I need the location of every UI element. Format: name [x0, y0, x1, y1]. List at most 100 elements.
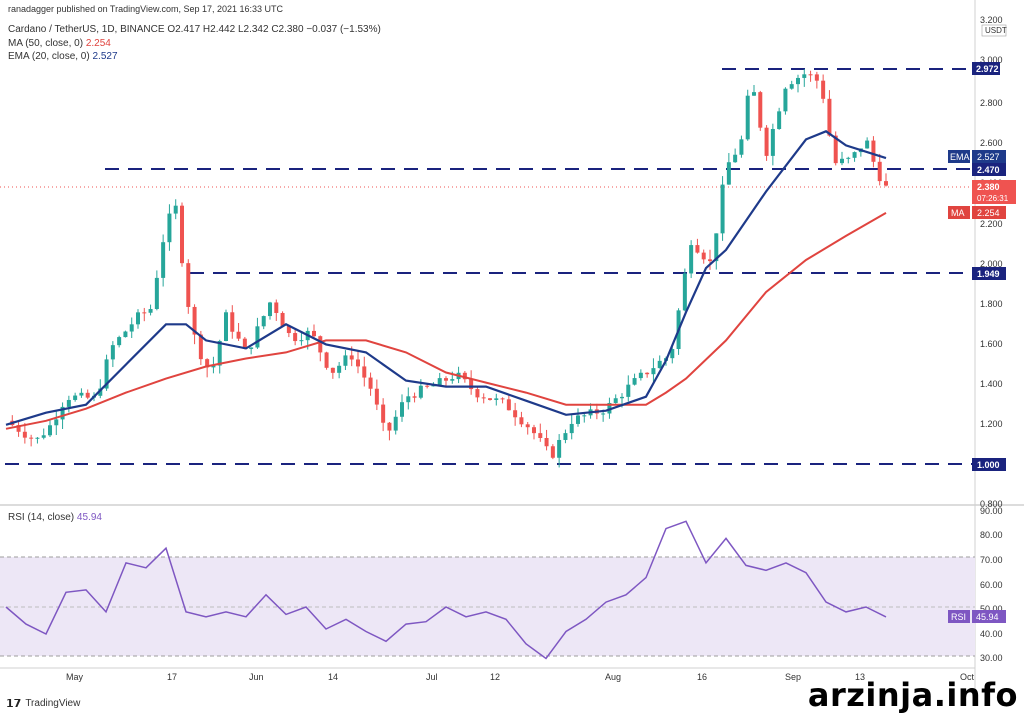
- rsi-axis[interactable]: 90.00 80.00 70.00 60.00 50.00 40.00 30.0…: [980, 506, 1003, 663]
- badge-ema[interactable]: EMA 2.527: [948, 150, 1006, 163]
- badge-level-1000[interactable]: 1.000: [972, 458, 1006, 471]
- candle-body: [456, 372, 461, 380]
- candle-body: [198, 334, 203, 360]
- currency-label: USDT: [985, 26, 1007, 35]
- candle-body: [180, 205, 184, 264]
- candle-body: [249, 347, 254, 349]
- candle-body: [676, 310, 681, 350]
- candle-body: [670, 349, 675, 359]
- rsi-tick-label: 90.00: [980, 506, 1003, 516]
- badge-level-1000-text: 1.000: [977, 460, 1000, 470]
- candle-body: [802, 74, 807, 78]
- candle-body: [98, 388, 103, 396]
- candle-body: [708, 259, 712, 262]
- candle-body: [796, 77, 800, 85]
- candle-body: [41, 435, 46, 438]
- badge-level-1949[interactable]: 1.949: [972, 267, 1006, 280]
- candle-body: [720, 184, 725, 234]
- candle-body: [462, 372, 467, 380]
- candle-body: [217, 340, 222, 366]
- ma-legend-label: MA (50, close, 0): [8, 38, 84, 49]
- candle-body: [110, 345, 115, 360]
- price-tick-label: 1.200: [980, 419, 1003, 429]
- candle-body: [764, 127, 769, 156]
- candle-body: [500, 398, 505, 400]
- time-tick-label: Aug: [605, 672, 621, 682]
- candle-body: [544, 437, 549, 447]
- symbol-line[interactable]: Cardano / TetherUS, 1D, BINANCE O2.417 H…: [8, 24, 381, 35]
- badge-rsi-value: 45.94: [976, 612, 999, 622]
- candle-body: [73, 395, 78, 400]
- candle-body: [48, 425, 52, 436]
- candle-body: [506, 399, 511, 411]
- price-axis[interactable]: 3.200 3.000 2.800 2.600 2.400 2.200 2.00…: [980, 15, 1003, 509]
- candle-body: [242, 338, 247, 349]
- candle-body: [66, 399, 71, 407]
- watermark: arzinja.info: [807, 676, 1018, 714]
- candle-body: [10, 420, 15, 426]
- candle-body: [224, 312, 228, 341]
- candle-body: [745, 95, 750, 140]
- rsi-legend-label: RSI (14, close): [8, 512, 75, 523]
- price-tick-label: 2.200: [980, 219, 1003, 229]
- candle-body: [261, 316, 266, 327]
- rsi-tick-label: 50.00: [980, 604, 1003, 614]
- candle-body: [594, 409, 599, 414]
- candle-body: [117, 337, 122, 346]
- candle-body: [714, 233, 719, 262]
- candle-body: [884, 181, 888, 186]
- candle-body: [205, 359, 210, 368]
- candle-body: [582, 415, 587, 417]
- candlesticks: [10, 69, 888, 468]
- ema-legend[interactable]: EMA (20, close, 0) 2.527: [8, 51, 118, 62]
- badge-countdown-text: 07:26:31: [977, 194, 1009, 203]
- badge-price[interactable]: 2.380 07:26:31: [972, 180, 1016, 204]
- ma-legend[interactable]: MA (50, close, 0) 2.254: [8, 38, 111, 49]
- candle-body: [343, 355, 348, 366]
- candle-body: [645, 372, 650, 375]
- badge-rsi-label: RSI: [951, 612, 966, 622]
- badge-rsi[interactable]: RSI 45.94: [948, 610, 1006, 623]
- badge-level-2972[interactable]: 2.972: [972, 62, 1000, 75]
- candle-body: [381, 404, 386, 423]
- rsi-legend[interactable]: RSI (14, close) 45.94: [8, 512, 102, 523]
- candle-body: [324, 352, 329, 368]
- candle-body: [60, 406, 65, 420]
- candle-body: [54, 419, 59, 426]
- candle-body: [783, 88, 788, 112]
- candle-body: [148, 309, 153, 313]
- price-tick-label: 3.000: [980, 55, 1003, 65]
- price-tick-label: 2.800: [980, 98, 1003, 108]
- badge-level-2470-text: 2.470: [977, 165, 1000, 175]
- candle-body: [437, 378, 442, 386]
- candle-body: [236, 331, 241, 339]
- ma-line: [5, 212, 887, 430]
- candle-body: [601, 413, 606, 415]
- badge-level-2470[interactable]: 2.470: [972, 163, 1006, 176]
- candle-body: [35, 437, 40, 439]
- rsi-tick-label: 70.00: [980, 555, 1003, 565]
- ma-legend-value: 2.254: [85, 38, 111, 49]
- candle-body: [532, 427, 536, 434]
- candle-body: [513, 410, 518, 418]
- published-line: ranadagger published on TradingView.com,…: [8, 4, 284, 14]
- candle-body: [129, 324, 134, 332]
- tradingview-logo[interactable]: 𝟭𝟳 TradingView: [6, 697, 80, 710]
- badge-ma[interactable]: MA 2.254: [948, 206, 1006, 219]
- time-tick-label: 16: [697, 672, 707, 682]
- candle-body: [588, 409, 593, 416]
- badge-level-1949-text: 1.949: [977, 269, 1000, 279]
- candle-body: [412, 396, 417, 398]
- candle-body: [79, 392, 84, 396]
- candle-body: [374, 388, 379, 405]
- candle-body: [268, 302, 272, 317]
- candle-body: [620, 396, 624, 399]
- candle-body: [104, 359, 109, 389]
- candle-body: [393, 416, 398, 431]
- badge-ema-value: 2.527: [977, 152, 1000, 162]
- symbol-pair[interactable]: Cardano / TetherUS, 1D, BINANCE: [8, 24, 165, 35]
- rsi-tick-label: 80.00: [980, 530, 1003, 540]
- candle-body: [475, 389, 480, 398]
- candle-body: [22, 431, 27, 438]
